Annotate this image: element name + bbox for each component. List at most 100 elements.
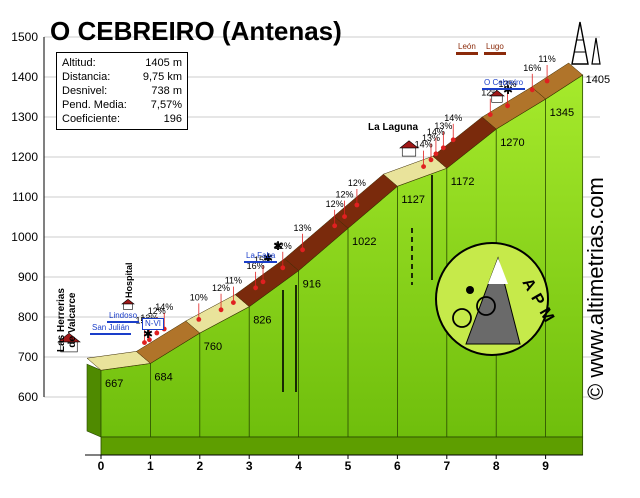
monument-icon: ✱ bbox=[273, 239, 283, 253]
sub-gradient-label: 11% bbox=[225, 276, 242, 286]
sub-gradient-label: 11% bbox=[538, 54, 555, 64]
tower-frame bbox=[571, 21, 589, 65]
poi-hospital: Hospital bbox=[124, 262, 134, 298]
sub-gradient-label: 10% bbox=[190, 292, 208, 302]
monument-icon: ✱ bbox=[143, 327, 153, 341]
stat-row: Distancia: 9,75 km bbox=[62, 70, 182, 84]
sub-gradient-dot bbox=[196, 317, 202, 322]
poi-leon: León bbox=[456, 42, 478, 55]
x-tick-label: 4 bbox=[295, 459, 302, 473]
stat-value: 196 bbox=[163, 113, 182, 125]
monument-icon: ✱ bbox=[503, 83, 513, 97]
x-tick-label: 3 bbox=[246, 459, 253, 473]
sub-gradient-label: 12% bbox=[336, 190, 354, 200]
sub-gradient-dot bbox=[280, 265, 286, 271]
house-roof bbox=[121, 298, 135, 305]
stat-label: Distancia: bbox=[62, 71, 111, 83]
logo-snowcap bbox=[488, 258, 508, 284]
village-house-icon bbox=[57, 332, 81, 353]
y-tick-label: 1400 bbox=[11, 70, 38, 84]
altitude-label: 684 bbox=[154, 371, 172, 383]
x-axis: 0 1 2 3 4 5 6 7 8 9 bbox=[85, 436, 584, 473]
x-tick-label: 7 bbox=[443, 459, 450, 473]
sub-gradient-dot bbox=[147, 337, 152, 343]
sub-gradient-label: 13% bbox=[434, 121, 452, 131]
x-tick-label: 9 bbox=[542, 459, 549, 473]
x-tick-label: 2 bbox=[196, 459, 203, 473]
altitude-label: 1405 bbox=[586, 74, 610, 86]
y-tick-label: 1100 bbox=[12, 190, 38, 204]
y-tick-label: 1000 bbox=[11, 230, 38, 244]
profile-top-strip bbox=[531, 62, 584, 100]
poi-lugo: Lugo bbox=[484, 42, 506, 55]
village-house-icon bbox=[121, 298, 135, 310]
sub-gradient-dot bbox=[433, 151, 439, 157]
x-tick-label: 1 bbox=[147, 459, 154, 473]
y-tick-label: 1500 bbox=[11, 30, 38, 44]
stat-label: Pend. Media: bbox=[62, 99, 127, 111]
sub-gradient-dot bbox=[428, 157, 434, 163]
sub-gradient-label: 12% bbox=[326, 199, 344, 209]
antenna-tower-icon bbox=[571, 21, 601, 65]
stat-row: Pend. Media: 7,57% bbox=[62, 98, 182, 112]
sub-gradient-label: 14% bbox=[415, 140, 433, 150]
sub-gradient-dot bbox=[440, 145, 446, 151]
sub-gradient-dot bbox=[354, 202, 360, 208]
altitude-label: 1127 bbox=[401, 194, 425, 206]
altitude-label: 1270 bbox=[500, 137, 524, 149]
poi-o-cebreiro: O Cebreiro bbox=[482, 78, 526, 90]
sub-gradient-label: 14% bbox=[427, 127, 445, 137]
sub-gradient-dot bbox=[450, 137, 456, 143]
sub-gradient-label: 12% bbox=[212, 283, 230, 293]
stat-row: Desnivel: 738 m bbox=[62, 84, 182, 98]
logo-rider-head bbox=[466, 286, 474, 294]
poi-san-julian: San Julián bbox=[90, 323, 132, 335]
sub-gradient-dot bbox=[529, 87, 535, 93]
house-wall bbox=[123, 303, 133, 310]
logo-bike-wheel bbox=[476, 296, 496, 316]
sub-gradient-label: 13% bbox=[422, 133, 440, 143]
monument-icon: ✱ bbox=[263, 251, 273, 265]
x-tick-label: 6 bbox=[394, 459, 401, 473]
poi-nvi: N-VI bbox=[142, 318, 164, 330]
y-axis: 600 700 800 900 1000 1100 1200 1300 1400 1500 bbox=[11, 30, 45, 404]
start-town-line: de Valcarce bbox=[67, 292, 78, 348]
y-tick-label: 900 bbox=[18, 270, 38, 284]
watermark-text: © www.altimetrias.com bbox=[583, 177, 608, 400]
sub-gradient-label: 14% bbox=[444, 113, 462, 123]
y-tick-label: 1200 bbox=[11, 150, 38, 164]
poi-la-laguna: La Laguna bbox=[368, 122, 419, 133]
house-wall bbox=[401, 147, 417, 157]
sub-gradient-dot bbox=[505, 103, 510, 109]
y-tick-label: 700 bbox=[18, 350, 38, 364]
sub-gradient-dot bbox=[253, 285, 259, 291]
sub-gradient-dot bbox=[260, 279, 266, 285]
profile-side-face bbox=[86, 363, 102, 438]
sub-gradient-dot bbox=[154, 330, 160, 336]
stat-row: Coeficiente: 196 bbox=[62, 112, 182, 126]
sub-gradient-dot bbox=[332, 223, 338, 229]
sub-gradient-dot bbox=[544, 78, 550, 84]
house-wall bbox=[491, 95, 503, 103]
sub-gradient-label: 15% bbox=[254, 255, 272, 265]
altitude-label: 760 bbox=[204, 341, 222, 353]
sub-gradient-dot bbox=[300, 247, 305, 253]
sub-gradient-label: 12% bbox=[348, 178, 366, 188]
sub-gradient-label: 12% bbox=[274, 241, 292, 251]
y-tick-label: 800 bbox=[18, 310, 38, 324]
sub-gradient-label: 16% bbox=[247, 261, 265, 271]
altitude-label: 826 bbox=[253, 315, 271, 327]
sub-gradient-dot bbox=[487, 112, 493, 117]
poi-lindoso: Lindoso bbox=[107, 311, 140, 323]
sub-gradient-dot bbox=[142, 340, 147, 345]
altitude-label: 1345 bbox=[550, 107, 574, 119]
altitude-label: 1172 bbox=[451, 176, 475, 188]
sub-gradient-label: 12% bbox=[148, 306, 166, 316]
stat-label: Desnivel: bbox=[62, 85, 108, 97]
sub-gradient-label: 16% bbox=[523, 63, 541, 73]
x-tick-label: 0 bbox=[98, 459, 105, 473]
sub-gradient-dot bbox=[230, 300, 236, 305]
start-town-line: Las Herrerias bbox=[56, 288, 67, 352]
sub-gradient-label: 12% bbox=[140, 313, 158, 323]
